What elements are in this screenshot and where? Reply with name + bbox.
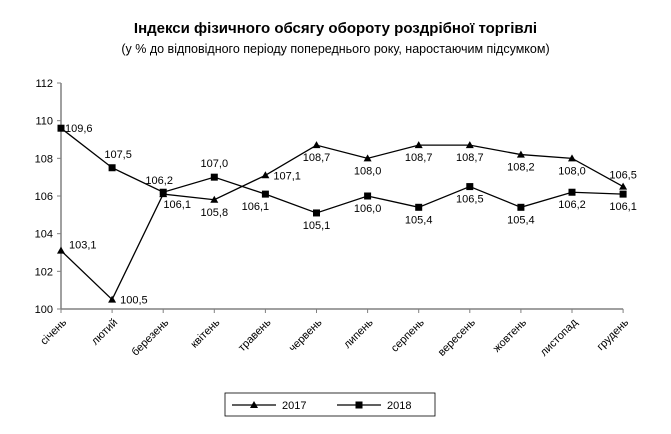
x-tick-label: березень	[130, 316, 172, 358]
data-point-2018	[210, 173, 218, 181]
series-line-2017	[60, 144, 624, 301]
data-label-2018: 109,6	[65, 123, 93, 135]
data-point-2017	[261, 171, 270, 179]
data-point-2017	[108, 295, 117, 303]
y-tick-label: 106	[35, 191, 53, 203]
data-point-2018	[466, 183, 474, 191]
data-label-2018: 106,0	[354, 203, 382, 215]
chart-title: Індекси фізичного обсягу обороту роздріб…	[133, 20, 538, 37]
data-label-2017: 108,7	[405, 152, 433, 164]
data-point-2018	[568, 188, 576, 196]
y-tick-label: 112	[35, 78, 53, 90]
x-tick-label: серпень	[389, 316, 427, 354]
data-label-2017: 106,1	[163, 199, 191, 211]
data-point-2018	[619, 190, 627, 198]
data-point-2017	[363, 154, 372, 162]
data-point-2018	[261, 190, 269, 198]
legend-marker-2018	[355, 401, 363, 409]
y-tick-label: 110	[35, 116, 53, 128]
data-point-2018	[517, 203, 525, 211]
data-label-2017: 103,1	[69, 240, 97, 252]
y-tick-label: 102	[35, 266, 53, 278]
data-label-2018: 105,4	[405, 214, 433, 226]
data-label-2017: 100,5	[120, 295, 148, 307]
data-point-2017	[568, 154, 576, 162]
data-point-2018	[313, 209, 320, 217]
data-point-2017	[57, 246, 65, 254]
x-tick-label: вересень	[436, 316, 478, 358]
data-point-2018	[415, 203, 423, 211]
legend-marker-2017	[250, 401, 258, 408]
data-label-2018: 106,1	[609, 201, 637, 213]
data-label-2017: 108,0	[354, 165, 382, 177]
x-tick-label: жовтень	[491, 316, 529, 354]
data-point-2017	[516, 150, 525, 158]
data-label-2018: 107,5	[104, 149, 132, 161]
data-point-2017	[465, 141, 474, 149]
data-label-2018: 105,4	[507, 214, 535, 226]
data-label-2017: 108,0	[558, 165, 586, 177]
data-point-2017	[210, 195, 219, 203]
data-label-2018: 106,5	[456, 194, 484, 206]
data-label-2018: 106,1	[242, 201, 270, 213]
x-tick-label: листопад	[538, 316, 581, 359]
x-tick-label: січень	[38, 316, 69, 347]
legend-label-2017: 2017	[282, 400, 306, 412]
data-label-2017: 108,7	[303, 152, 331, 164]
x-tick-label: червень	[287, 316, 325, 354]
legend	[224, 392, 436, 417]
x-tick-label: квітень	[189, 316, 223, 350]
data-label-2017: 105,8	[201, 207, 229, 219]
y-tick-label: 108	[35, 153, 53, 165]
x-tick-label: травень	[236, 316, 274, 354]
legend-label-2018: 2018	[387, 400, 411, 412]
data-label-2018: 106,2	[558, 199, 586, 211]
data-point-2018	[57, 124, 65, 132]
data-point-2018	[364, 192, 372, 200]
data-label-2017: 108,2	[507, 162, 535, 174]
x-tick-label: лютий	[89, 317, 120, 348]
y-tick-label: 100	[35, 304, 53, 316]
data-label-2017: 106,5	[609, 170, 637, 182]
chart-subtitle: (у % до відповідного періоду попередньог…	[121, 42, 550, 56]
data-label-2018: 105,1	[303, 220, 331, 232]
data-label-2018: 106,2	[145, 175, 173, 187]
data-point-2017	[312, 141, 321, 149]
y-tick-label: 104	[35, 229, 53, 241]
series-line-2018	[60, 127, 624, 214]
data-point-2017	[414, 141, 423, 149]
data-point-2018	[159, 188, 167, 196]
data-label-2018: 107,0	[201, 158, 229, 170]
x-tick-label: липень	[341, 316, 375, 350]
data-point-2018	[108, 164, 116, 172]
x-tick-label: грудень	[595, 316, 632, 353]
data-point-2017	[619, 182, 628, 190]
data-label-2017: 107,1	[273, 170, 301, 182]
data-label-2017: 108,7	[456, 152, 484, 164]
